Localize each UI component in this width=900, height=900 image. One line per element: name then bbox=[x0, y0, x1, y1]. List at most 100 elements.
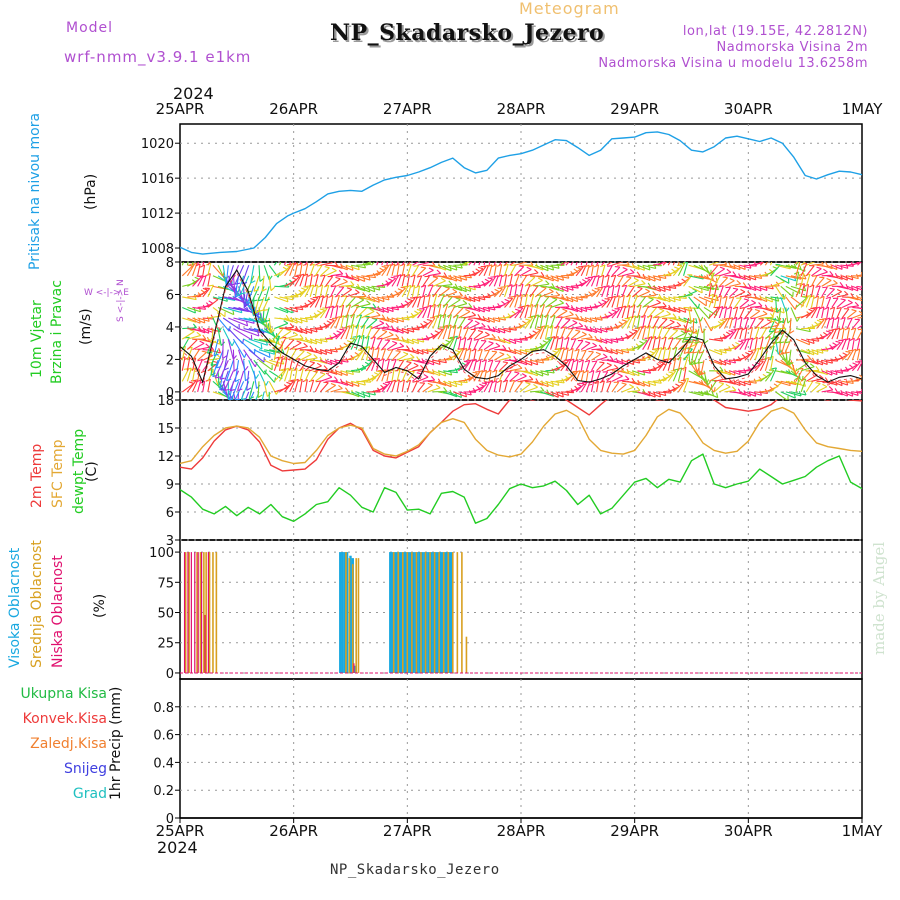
wind-barb-296 bbox=[238, 338, 255, 355]
wind-barb-2263 bbox=[636, 386, 641, 391]
wind-barb-2594 bbox=[688, 285, 703, 294]
wind-barb-310 bbox=[229, 265, 240, 286]
wind-barb-1934 bbox=[560, 326, 566, 340]
wind-barb-1557 bbox=[483, 264, 489, 268]
wind-barb-1518 bbox=[478, 334, 490, 340]
wind-barb-1878 bbox=[550, 349, 560, 361]
wind-barb-444 bbox=[268, 381, 277, 395]
wind-barb-2876 bbox=[744, 302, 756, 308]
wind-barb-753 bbox=[334, 262, 339, 267]
wind-barb-2752 bbox=[719, 271, 731, 277]
wind-barb-3018 bbox=[775, 380, 791, 387]
wind-barb-486 bbox=[274, 296, 289, 303]
wind-barb-1820 bbox=[540, 391, 554, 397]
wind-barb-3344 bbox=[836, 299, 846, 308]
wind-barb-2570 bbox=[683, 262, 689, 276]
wind-barb-2734 bbox=[719, 370, 731, 376]
wind-barb-1146 bbox=[406, 371, 415, 382]
wind-barb-2900 bbox=[749, 310, 761, 319]
wind-barb-1999 bbox=[575, 266, 581, 270]
wind-barb-1554 bbox=[483, 278, 493, 287]
wind-barb-338 bbox=[244, 391, 250, 400]
wind-barb-2966 bbox=[764, 369, 775, 382]
wind-barb-1213 bbox=[415, 296, 421, 299]
wind-barb-67 bbox=[203, 318, 206, 324]
wind-barb-2552 bbox=[683, 356, 689, 371]
wind-barb-1048 bbox=[386, 342, 398, 351]
wind-barb-2162 bbox=[606, 367, 619, 372]
wind-barb-1189 bbox=[409, 284, 415, 289]
wind-barb-560 bbox=[289, 317, 303, 324]
wind-barb-1812 bbox=[534, 287, 547, 298]
wind-barb-3347 bbox=[844, 290, 849, 296]
wind-barb-3273 bbox=[829, 270, 834, 276]
wind-barb-1392 bbox=[452, 307, 464, 319]
wind-barb-2318 bbox=[637, 370, 651, 374]
wind-barb-2202 bbox=[611, 285, 615, 297]
wind-barb-1214 bbox=[417, 285, 421, 298]
wind-barb-2542 bbox=[678, 277, 690, 287]
wind-barb-2328 bbox=[636, 305, 642, 319]
wind-barb-714 bbox=[320, 322, 332, 330]
wind-barb-765 bbox=[336, 330, 342, 334]
wind-barb-1768 bbox=[530, 390, 544, 393]
wind-barb-1612 bbox=[498, 380, 502, 392]
wind-barb-2956 bbox=[760, 296, 773, 303]
wind-barb-571 bbox=[288, 252, 292, 254]
wind-barb-1143 bbox=[403, 254, 408, 255]
wind-barb-698 bbox=[314, 265, 323, 277]
wind-barb-2768 bbox=[723, 318, 730, 329]
wind-barb-820 bbox=[340, 305, 345, 319]
wind-barb-2447 bbox=[668, 371, 674, 374]
wind-barb-655 bbox=[316, 362, 322, 367]
wind-barb-2335 bbox=[647, 282, 652, 288]
wind-barb-1528 bbox=[478, 281, 490, 287]
wind-barb-2518 bbox=[672, 265, 683, 277]
wind-barb-96 bbox=[197, 289, 208, 298]
wind-barb-337 bbox=[235, 282, 241, 285]
ytick-label-p2-0: 3 bbox=[166, 534, 174, 549]
wind-barb-3411 bbox=[855, 361, 861, 363]
wind-barb-1264 bbox=[427, 294, 431, 308]
wind-barb-2111 bbox=[599, 361, 605, 364]
wind-barb-3242 bbox=[816, 285, 821, 298]
wind-barb-848 bbox=[345, 296, 356, 308]
wind-barb-652 bbox=[309, 371, 319, 382]
wind-barb-2316 bbox=[637, 380, 651, 387]
series-temp2m bbox=[180, 400, 862, 472]
wind-barb-1717 bbox=[525, 381, 531, 385]
wind-barb-2766 bbox=[724, 331, 734, 340]
wind-barb-3424 bbox=[852, 296, 862, 302]
wind-barb-1757 bbox=[523, 304, 529, 308]
wind-barb-1504 bbox=[473, 268, 484, 277]
wind-barb-53 bbox=[192, 379, 199, 382]
wind-barb-2946 bbox=[759, 336, 764, 350]
wind-barb-3436 bbox=[856, 361, 862, 372]
wind-barb-3197 bbox=[814, 258, 818, 261]
cloud-bar-1-3 bbox=[199, 552, 202, 673]
wind-barb-3040 bbox=[775, 264, 791, 270]
wind-barb-3266 bbox=[821, 296, 825, 308]
wind-barb-1952 bbox=[565, 372, 576, 382]
wind-barb-2710 bbox=[714, 359, 727, 366]
wind-barb-1072 bbox=[391, 351, 401, 361]
wind-barb-3336 bbox=[836, 339, 844, 350]
wind-barb-970 bbox=[371, 336, 376, 350]
year-label-top: 2024 bbox=[173, 84, 214, 103]
wind-barb-217 bbox=[216, 366, 222, 369]
wind-barb-1359 bbox=[455, 349, 461, 353]
wind-barb-2753 bbox=[726, 268, 732, 273]
wind-barb-918 bbox=[360, 335, 365, 350]
wind-barb-3251 bbox=[828, 386, 834, 391]
wind-barb-3391 bbox=[844, 327, 850, 331]
cloud-bar-0-21 bbox=[420, 552, 424, 673]
wind-barb-1295 bbox=[440, 277, 446, 282]
wind-barb-3213 bbox=[812, 306, 818, 309]
wind-barb-629 bbox=[309, 360, 315, 364]
wind-barb-3299 bbox=[834, 272, 839, 278]
wind-barb-1116 bbox=[396, 262, 399, 266]
wind-barb-2600 bbox=[693, 391, 709, 396]
wind-barb-1844 bbox=[540, 264, 554, 271]
wind-barb-1286 bbox=[432, 315, 439, 329]
wind-barb-1513 bbox=[476, 359, 482, 363]
